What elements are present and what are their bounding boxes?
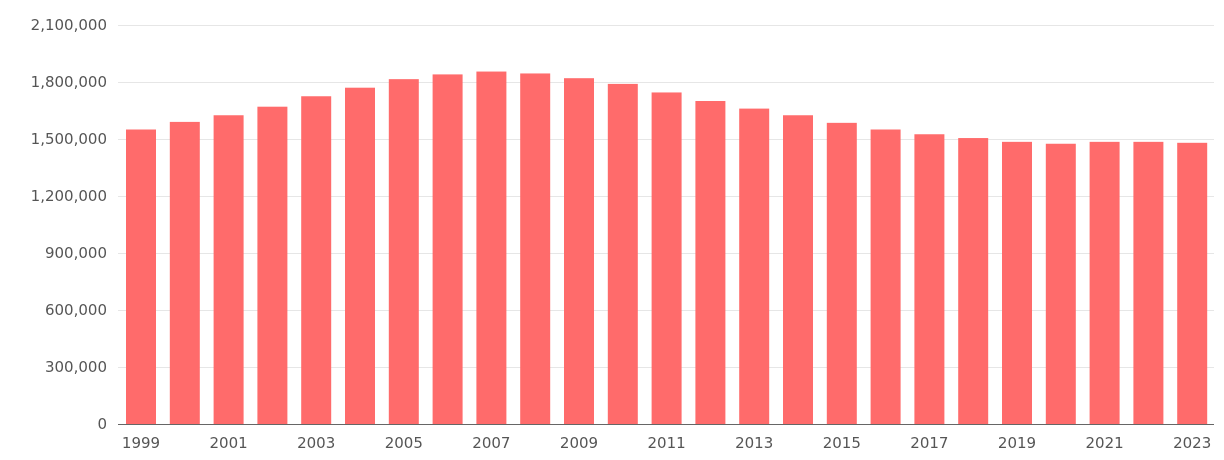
bar-2012: [695, 101, 726, 424]
bar-2013: [739, 108, 770, 424]
bar-2007: [476, 71, 507, 425]
bar-2009: [564, 78, 594, 424]
bar-2019: [1002, 141, 1032, 424]
bar-2005: [388, 79, 419, 425]
bar-2018: [958, 138, 989, 425]
bar-2016: [870, 129, 901, 424]
y-tick-label: 600,000: [45, 301, 107, 319]
bar-2020: [1045, 143, 1076, 424]
x-tick-label: 2009: [560, 434, 598, 452]
x-tick-label: 2003: [297, 434, 335, 452]
x-tick-label: 2015: [823, 434, 861, 452]
bar-2002: [257, 106, 288, 424]
x-tick-label: 2021: [1086, 434, 1124, 452]
bars: [126, 71, 1208, 425]
x-tick-label: 1999: [122, 434, 160, 452]
bar-2015: [826, 122, 857, 424]
x-tick-label: 2013: [735, 434, 773, 452]
bar-2003: [301, 96, 332, 424]
bar-2010: [607, 83, 638, 425]
x-tick-label: 2023: [1173, 434, 1211, 452]
bar-2004: [345, 87, 375, 424]
x-tick-label: 2011: [648, 434, 686, 452]
x-tick-label: 2001: [210, 434, 248, 452]
x-tick-labels: 1999 2001 2003 2005 2007 2009 2011 2013 2015 2017…: [122, 434, 1211, 452]
y-tick-label: 1,500,000: [31, 130, 107, 148]
y-tick-label: 1,800,000: [31, 73, 107, 91]
bar-2000: [169, 121, 200, 425]
y-tick-label: 0: [97, 415, 107, 433]
y-tick-label: 2,100,000: [31, 16, 107, 34]
bar-2006: [432, 74, 463, 425]
y-tick-labels: 0 300,000 600,000 900,000 1,200,000 1,500,000…: [31, 16, 107, 433]
y-tick-label: 300,000: [45, 358, 107, 376]
bar-2011: [651, 92, 682, 424]
y-tick-label: 900,000: [45, 244, 107, 262]
bar-2014: [783, 115, 813, 424]
y-tick-label: 1,200,000: [31, 187, 107, 205]
x-tick-label: 2017: [910, 434, 948, 452]
x-tick-label: 2019: [998, 434, 1036, 452]
bar-1999: [126, 129, 156, 424]
bar-2023: [1177, 142, 1208, 425]
bar-2021: [1089, 141, 1120, 424]
x-tick-label: 2007: [472, 434, 510, 452]
bar-2008: [520, 73, 551, 424]
x-tick-label: 2005: [385, 434, 423, 452]
bar-2022: [1133, 141, 1164, 424]
bar-2001: [213, 115, 244, 424]
bar-2017: [914, 134, 945, 424]
